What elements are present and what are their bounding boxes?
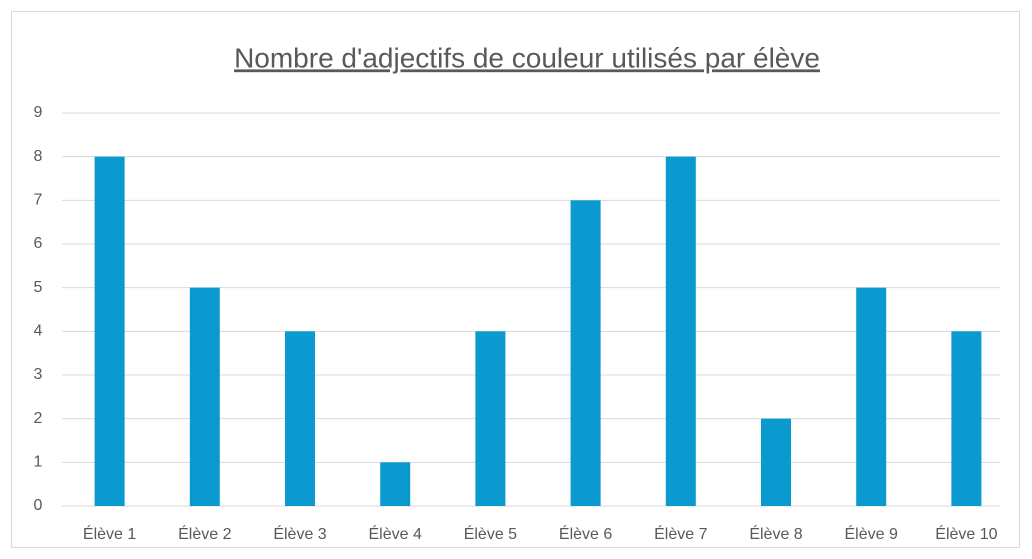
bar [570,200,601,507]
chart-title: Nombre d'adjectifs de couleur utilisés p… [234,42,820,73]
chart-border [11,11,1020,548]
y-tick-label: 3 [34,366,43,383]
x-tick-label: Élève 8 [749,524,802,543]
bar [285,331,315,506]
y-tick-label: 6 [34,235,43,252]
x-tick-label: Élève 6 [559,524,612,543]
bar [380,462,411,506]
y-tick-label: 4 [34,323,43,340]
bar [761,418,791,506]
y-tick-label: 9 [34,104,43,121]
bar [94,156,125,506]
y-tick-label: 2 [34,410,43,427]
y-tick-label: 8 [34,148,43,165]
bar [475,331,506,506]
bar [951,331,982,506]
x-tick-label: Élève 9 [845,524,898,543]
y-tick-label: 1 [34,454,43,471]
y-tick-label: 7 [34,192,43,209]
x-tick-label: Élève 7 [654,524,707,543]
x-tick-label: Élève 3 [273,524,326,543]
bar [665,156,696,506]
x-tick-label: Élève 4 [369,524,422,543]
y-tick-label: 0 [34,497,43,514]
x-tick-label: Élève 10 [935,524,997,543]
bar [189,287,220,506]
x-tick-label: Élève 5 [464,524,517,543]
x-tick-label: Élève 1 [83,524,136,543]
bar [856,287,887,506]
x-tick-label: Élève 2 [178,524,231,543]
y-tick-label: 5 [34,279,43,296]
